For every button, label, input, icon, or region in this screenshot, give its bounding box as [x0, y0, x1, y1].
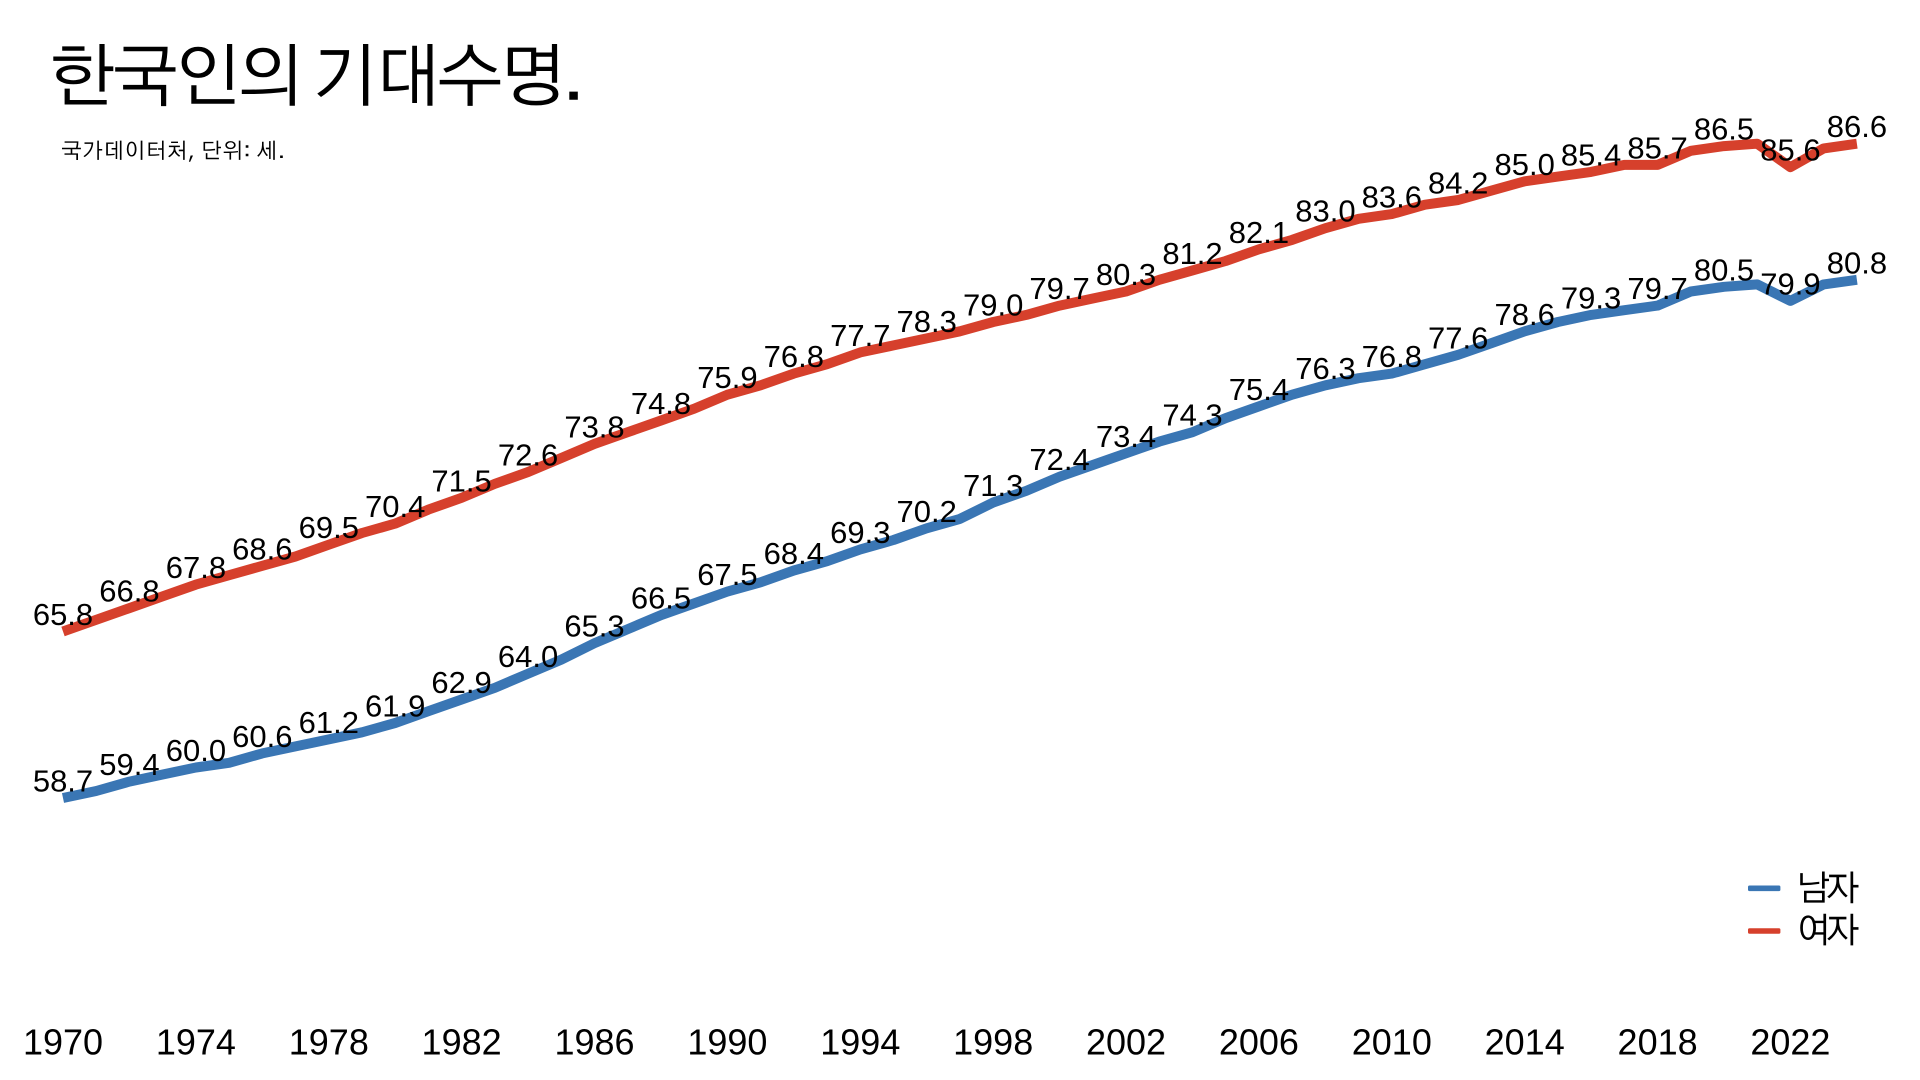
svg-text:71.5: 71.5: [431, 463, 491, 498]
svg-text:72.4: 72.4: [1029, 442, 1089, 477]
svg-text:59.4: 59.4: [99, 747, 159, 782]
svg-text:78.6: 78.6: [1495, 297, 1555, 332]
svg-text:58.7: 58.7: [33, 764, 93, 799]
svg-text:2022: 2022: [1750, 1021, 1830, 1062]
svg-text:66.8: 66.8: [99, 574, 159, 609]
svg-text:77.6: 77.6: [1428, 320, 1488, 355]
svg-text:1994: 1994: [820, 1021, 900, 1062]
svg-text:79.3: 79.3: [1561, 280, 1621, 315]
svg-text:86.6: 86.6: [1827, 109, 1887, 144]
svg-text:79.0: 79.0: [963, 288, 1023, 323]
svg-text:78.3: 78.3: [897, 304, 957, 339]
svg-text:68.4: 68.4: [764, 536, 824, 571]
svg-text:73.8: 73.8: [564, 409, 624, 444]
svg-text:1986: 1986: [554, 1021, 634, 1062]
svg-text:2014: 2014: [1485, 1021, 1565, 1062]
svg-text:85.4: 85.4: [1561, 137, 1621, 172]
svg-text:85.7: 85.7: [1627, 130, 1687, 165]
svg-text:76.8: 76.8: [1362, 339, 1422, 374]
svg-text:1978: 1978: [289, 1021, 369, 1062]
svg-text:1998: 1998: [953, 1021, 1033, 1062]
svg-text:79.7: 79.7: [1029, 271, 1089, 306]
svg-text:69.5: 69.5: [299, 510, 359, 545]
svg-text:86.5: 86.5: [1694, 112, 1754, 147]
svg-text:77.7: 77.7: [830, 318, 890, 353]
svg-text:72.6: 72.6: [498, 438, 558, 473]
svg-text:85.6: 85.6: [1760, 133, 1820, 168]
svg-text:79.7: 79.7: [1627, 271, 1687, 306]
svg-text:65.8: 65.8: [33, 597, 93, 632]
svg-text:83.6: 83.6: [1362, 180, 1422, 215]
svg-text:80.5: 80.5: [1694, 252, 1754, 287]
svg-text:66.5: 66.5: [631, 581, 691, 616]
svg-text:68.6: 68.6: [232, 531, 292, 566]
svg-text:75.9: 75.9: [697, 360, 757, 395]
svg-text:1982: 1982: [422, 1021, 502, 1062]
svg-text:62.9: 62.9: [431, 665, 491, 700]
svg-text:1970: 1970: [23, 1021, 103, 1062]
svg-text:70.4: 70.4: [365, 489, 425, 524]
svg-text:2010: 2010: [1352, 1021, 1432, 1062]
svg-text:70.2: 70.2: [897, 494, 957, 529]
svg-text:67.5: 67.5: [697, 557, 757, 592]
svg-text:82.1: 82.1: [1229, 215, 1289, 250]
svg-text:76.3: 76.3: [1295, 351, 1355, 386]
svg-text:80.3: 80.3: [1096, 257, 1156, 292]
svg-text:2006: 2006: [1219, 1021, 1299, 1062]
svg-text:1974: 1974: [156, 1021, 236, 1062]
svg-text:74.3: 74.3: [1162, 398, 1222, 433]
svg-text:61.9: 61.9: [365, 689, 425, 724]
svg-text:84.2: 84.2: [1428, 166, 1488, 201]
svg-text:80.8: 80.8: [1827, 245, 1887, 280]
svg-text:76.8: 76.8: [764, 339, 824, 374]
svg-text:74.8: 74.8: [631, 386, 691, 421]
svg-text:2018: 2018: [1618, 1021, 1698, 1062]
svg-text:2002: 2002: [1086, 1021, 1166, 1062]
svg-text:85.0: 85.0: [1495, 147, 1555, 182]
svg-text:79.9: 79.9: [1760, 266, 1820, 301]
svg-text:67.8: 67.8: [166, 550, 226, 585]
svg-text:71.3: 71.3: [963, 468, 1023, 503]
svg-text:83.0: 83.0: [1295, 194, 1355, 229]
svg-text:64.0: 64.0: [498, 639, 558, 674]
svg-text:60.6: 60.6: [232, 719, 292, 754]
svg-text:65.3: 65.3: [564, 609, 624, 644]
svg-text:73.4: 73.4: [1096, 419, 1156, 454]
svg-text:81.2: 81.2: [1162, 236, 1222, 271]
svg-text:1990: 1990: [687, 1021, 767, 1062]
svg-text:75.4: 75.4: [1229, 372, 1289, 407]
svg-text:61.2: 61.2: [299, 705, 359, 740]
svg-text:69.3: 69.3: [830, 515, 890, 550]
svg-text:60.0: 60.0: [166, 733, 226, 768]
